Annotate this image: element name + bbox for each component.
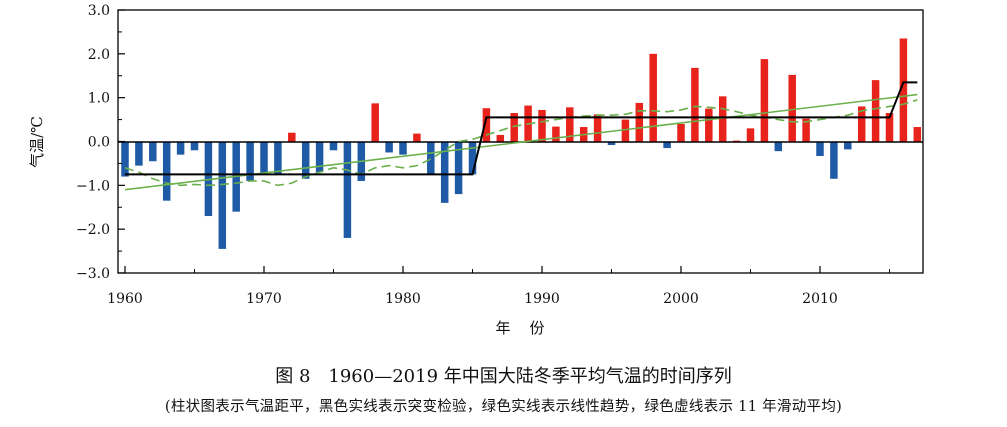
y-tick-label: 0.0	[88, 135, 110, 151]
change-point-line	[125, 81, 918, 176]
bar-1975	[329, 141, 338, 151]
bar-1984	[454, 141, 463, 195]
x-tick-label: 1960	[107, 291, 143, 307]
bar-1992	[566, 107, 574, 142]
bar-1995	[607, 141, 616, 146]
bar-2001	[691, 67, 699, 142]
moving-average-line	[124, 99, 918, 187]
x-tick-label: 2010	[802, 291, 838, 307]
y-tick-label: −1.0	[76, 178, 110, 194]
bar-2002	[705, 108, 713, 142]
y-tick-label: −2.0	[76, 222, 110, 238]
bar-1990	[538, 109, 546, 142]
bar-1982	[427, 141, 435, 175]
bar-1978	[371, 103, 379, 142]
bar-1967	[218, 141, 227, 249]
x-tick-label: 2000	[663, 291, 699, 307]
bar-2011	[830, 141, 838, 179]
bar-2000	[677, 123, 685, 142]
bar-1969	[246, 141, 254, 181]
bar-1972	[288, 132, 296, 142]
bar-2006	[760, 59, 769, 142]
bar-2003	[718, 96, 727, 142]
bar-1987	[496, 134, 505, 142]
bar-2007	[774, 141, 783, 152]
bar-1960	[121, 141, 129, 177]
bar-2017	[913, 127, 922, 142]
bar-1974	[315, 141, 324, 173]
bar-1965	[190, 141, 199, 151]
x-axis-ticks: 1960 1970 1980 1990 2000 2010	[107, 266, 890, 307]
bar-1962	[149, 141, 157, 162]
bar-2005	[746, 128, 755, 142]
bar-1994	[593, 114, 602, 142]
figure-caption-note: (柱状图表示气温距平，黑色实线表示突变检验，绿色实线表示线性趋势，绿色虚线表示 …	[164, 399, 843, 415]
bar-1980	[399, 141, 407, 155]
x-tick-label: 1990	[524, 291, 560, 307]
bar-1998	[649, 53, 657, 142]
bar-1999	[663, 141, 671, 149]
bar-1981	[413, 133, 421, 142]
bar-1973	[301, 141, 310, 179]
bar-1971	[274, 141, 282, 175]
bar-2013	[857, 106, 866, 142]
x-tick-label: 1970	[246, 291, 282, 307]
bar-2008	[788, 74, 796, 142]
y-tick-label: 3.0	[88, 3, 110, 19]
y-tick-label: 2.0	[88, 47, 110, 63]
temperature-chart: −3.0 −2.0 −1.0 0.0 1.0 2.0 3.0 1960 1970 1980 199…	[28, 3, 924, 337]
anomaly-bars	[121, 38, 922, 249]
x-axis-label: 年 份	[495, 319, 544, 337]
bar-1991	[552, 126, 560, 142]
bar-2012	[844, 141, 852, 150]
bar-1970	[260, 141, 268, 175]
bar-1996	[621, 119, 630, 142]
bar-1985	[468, 141, 477, 175]
bar-1986	[482, 108, 491, 142]
y-axis-label: 气温/℃	[28, 116, 46, 168]
y-tick-label: 1.0	[88, 91, 110, 107]
y-tick-label: −3.0	[76, 266, 110, 282]
bar-1979	[385, 141, 393, 153]
bar-2004	[732, 140, 741, 142]
bar-2014	[871, 80, 880, 142]
bar-1997	[635, 102, 644, 142]
bar-2016	[899, 38, 908, 142]
bar-2015	[885, 113, 894, 142]
x-tick-label: 1980	[385, 291, 421, 307]
figure-caption-title: 图 8 1960—2019 年中国大陆冬季平均气温的时间序列	[275, 366, 732, 387]
bar-1988	[510, 113, 518, 142]
bar-2010	[816, 141, 824, 156]
bar-1963	[162, 141, 171, 201]
bar-1976	[343, 141, 352, 238]
bar-1961	[135, 141, 143, 166]
bar-2009	[802, 118, 810, 142]
bar-1964	[176, 141, 185, 155]
bar-1966	[204, 141, 213, 217]
y-axis-ticks: −3.0 −2.0 −1.0 0.0 1.0 2.0 3.0	[76, 3, 125, 282]
bar-1983	[440, 141, 449, 203]
